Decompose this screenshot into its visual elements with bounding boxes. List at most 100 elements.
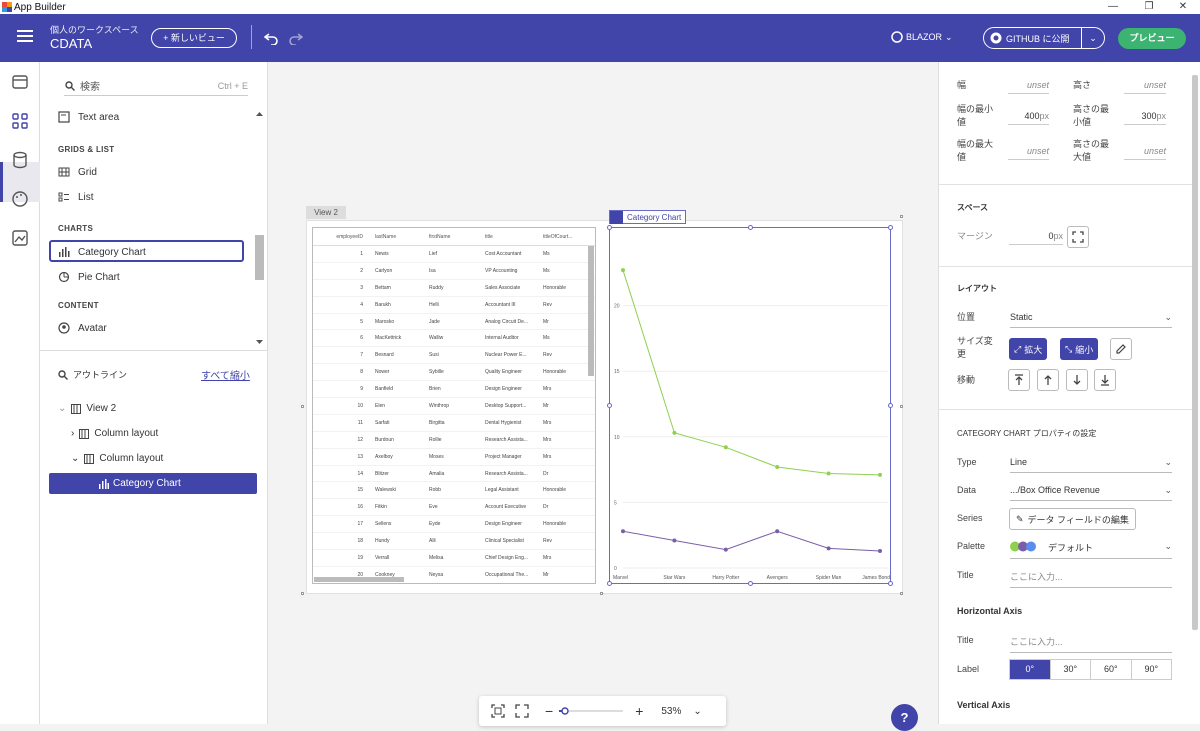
data-point[interactable] xyxy=(775,464,780,469)
data-select[interactable]: .../Box Office Revenue ⌄ xyxy=(1010,485,1172,501)
view-tab[interactable]: View 2 xyxy=(306,206,346,219)
table-row[interactable]: 17 Sellens Eyde Design Engineer Honorable xyxy=(313,516,595,534)
zoom-in-icon[interactable]: + xyxy=(635,703,644,719)
chevron-down-icon[interactable]: ⌄ xyxy=(71,453,80,464)
table-row[interactable]: 20 Cookney Neysa Occupational The... Mr xyxy=(313,567,595,583)
margin-link-button[interactable] xyxy=(1067,226,1089,248)
table-row[interactable]: 15 Walewski Robb Legal Assistant Honorable xyxy=(313,482,595,500)
max-width-input[interactable]: unset xyxy=(1008,146,1049,160)
move-up-button[interactable] xyxy=(1037,369,1059,391)
table-row[interactable]: 7 Besnard Susi Nuclear Power E... Rev xyxy=(313,347,595,365)
new-view-button[interactable]: + 新しいビュー xyxy=(151,28,237,48)
data-point[interactable] xyxy=(775,529,780,534)
data-point[interactable] xyxy=(723,547,728,552)
grid-header-cell[interactable]: firstName xyxy=(429,233,451,240)
chart-resize-handle[interactable] xyxy=(607,581,612,586)
maximize-button[interactable]: ❐ xyxy=(1144,1,1154,12)
data-point[interactable] xyxy=(672,538,677,543)
table-row[interactable]: 16 Fitkin Eve Account Executive Dr xyxy=(313,499,595,517)
data-point[interactable] xyxy=(672,430,677,435)
github-dropdown-icon[interactable]: ⌄ xyxy=(1089,32,1097,43)
chart-resize-handle[interactable] xyxy=(888,581,893,586)
table-row[interactable]: 13 Axelboy Moses Project Manager Mrs xyxy=(313,449,595,466)
preview-button[interactable]: プレビュー xyxy=(1118,28,1186,49)
height-input[interactable]: unset xyxy=(1124,80,1166,94)
table-row[interactable]: 8 Nower Sybille Quality Engineer Honorable xyxy=(313,364,595,382)
move-top-button[interactable] xyxy=(1008,369,1030,391)
close-button[interactable]: ✕ xyxy=(1178,1,1188,12)
chart-resize-handle[interactable] xyxy=(888,403,893,408)
table-row[interactable]: 4 Barukh Helli Accountant III Rev xyxy=(313,297,595,314)
data-point[interactable] xyxy=(621,529,625,534)
resize-handle[interactable] xyxy=(900,405,903,408)
search-input[interactable]: 検索 Ctrl + E xyxy=(64,76,248,96)
table-row[interactable]: 14 Blitzer Amalia Research Assista... Dr xyxy=(313,466,595,483)
width-input[interactable]: unset xyxy=(1008,80,1049,94)
toolbox-item-pie-chart[interactable]: Pie Chart xyxy=(58,271,120,283)
table-row[interactable]: 3 Bettam Ruddy Sales Associate Honorable xyxy=(313,280,595,297)
toolbox-item-text-area[interactable]: Text area xyxy=(58,111,119,123)
minimize-button[interactable]: — xyxy=(1108,1,1118,12)
table-row[interactable]: 6 MacKettrick Walliw Internal Auditor Ms xyxy=(313,330,595,348)
search-icon[interactable] xyxy=(58,369,68,380)
outline-item-column-layout-2[interactable]: ⌄ Column layout xyxy=(71,453,163,464)
toolbox-scrollbar[interactable] xyxy=(255,112,264,344)
redo-icon[interactable] xyxy=(289,31,303,45)
shrink-button[interactable]: ⤡ 縮小 xyxy=(1060,338,1099,360)
github-publish-button[interactable]: GITHUB に公開 ⌄ xyxy=(983,27,1105,49)
resize-handle[interactable] xyxy=(301,592,304,595)
table-row[interactable]: 5 Marosko Jade Analog Circuit De... Mr xyxy=(313,314,595,331)
chevron-down-icon[interactable]: ⌄ xyxy=(693,705,702,717)
resize-handle[interactable] xyxy=(900,215,903,218)
table-row[interactable]: 9 Banfield Brien Design Engineer Mrs xyxy=(313,381,595,399)
chart-selection-label[interactable]: Category Chart xyxy=(609,210,687,224)
angle-0-button[interactable]: 0° xyxy=(1010,660,1050,679)
angle-90-button[interactable]: 90° xyxy=(1130,660,1172,679)
chart-resize-handle[interactable] xyxy=(607,403,612,408)
palette-icon[interactable] xyxy=(10,189,30,209)
fit-screen-icon[interactable] xyxy=(491,704,505,718)
chart-resize-handle[interactable] xyxy=(888,225,893,230)
toolbox-item-grid[interactable]: Grid xyxy=(58,166,97,178)
chevron-down-icon[interactable]: ⌄ xyxy=(58,403,67,414)
grid-header-cell[interactable]: employeeID xyxy=(336,233,363,240)
min-height-input[interactable]: 300 px xyxy=(1124,111,1166,125)
views-icon[interactable] xyxy=(10,72,30,92)
data-grid[interactable]: employeeID lastName firstName title titl… xyxy=(312,227,596,584)
components-icon[interactable] xyxy=(10,111,30,131)
angle-30-button[interactable]: 30° xyxy=(1049,660,1091,679)
series-line[interactable] xyxy=(622,530,881,552)
table-row[interactable]: 12 Burdoun Rollie Research Assista... Mrs xyxy=(313,432,595,449)
collapse-all-link[interactable]: すべて縮小 xyxy=(201,371,250,382)
data-point[interactable] xyxy=(878,472,882,477)
data-point[interactable] xyxy=(878,548,882,553)
title-input[interactable]: ここに入力... xyxy=(1010,570,1172,588)
table-row[interactable]: 11 Sarfati Birgitta Dental Hygienist Mrs xyxy=(313,415,595,432)
select-parent-icon[interactable] xyxy=(610,210,623,224)
outline-item-category-chart[interactable]: Category Chart xyxy=(49,473,257,494)
expand-button[interactable]: ⤢ 拡大 xyxy=(1009,338,1048,360)
type-select[interactable]: Line ⌄ xyxy=(1010,457,1172,473)
table-row[interactable]: 2 Carlyon Isa VP Accounting Ms xyxy=(313,263,595,280)
move-down-button[interactable] xyxy=(1066,369,1088,391)
zoom-out-icon[interactable]: − xyxy=(545,703,554,719)
data-point[interactable] xyxy=(826,471,831,476)
series-line[interactable] xyxy=(622,270,881,476)
palette-select[interactable]: デフォルト ⌄ xyxy=(1010,541,1172,559)
assets-icon[interactable] xyxy=(10,228,30,248)
grid-vertical-scrollbar[interactable] xyxy=(588,246,594,376)
move-bottom-button[interactable] xyxy=(1094,369,1116,391)
undo-icon[interactable] xyxy=(264,31,278,45)
min-width-input[interactable]: 400 px xyxy=(1008,111,1049,125)
chart-resize-handle[interactable] xyxy=(748,581,753,586)
zoom-slider[interactable] xyxy=(559,706,624,716)
resize-handle[interactable] xyxy=(600,592,603,595)
angle-60-button[interactable]: 60° xyxy=(1090,660,1131,679)
chart-resize-handle[interactable] xyxy=(607,225,612,230)
grid-header-cell[interactable]: titleOfCourt... xyxy=(543,233,573,240)
grid-horizontal-scrollbar[interactable] xyxy=(314,577,404,582)
edit-data-fields-button[interactable]: ✎ データ フィールドの編集 xyxy=(1009,508,1136,530)
data-point[interactable] xyxy=(826,546,831,551)
data-point[interactable] xyxy=(621,268,625,273)
resize-handle[interactable] xyxy=(900,592,903,595)
